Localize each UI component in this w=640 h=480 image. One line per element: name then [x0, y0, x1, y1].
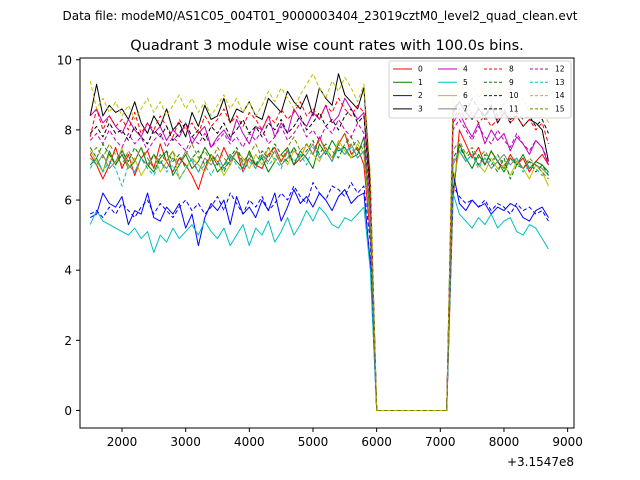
y-tick-label: 2: [64, 334, 72, 348]
x-tick-label: 9000: [552, 435, 583, 449]
series-line-7: [89, 143, 549, 411]
series-line-5: [89, 192, 549, 411]
legend-label-7: 7: [463, 104, 468, 113]
y-tick-label: 6: [64, 194, 72, 208]
x-tick-label: 4000: [234, 435, 265, 449]
x-tick-label: 5000: [298, 435, 329, 449]
legend-label-15: 15: [555, 104, 565, 113]
series-line-15: [89, 132, 549, 411]
legend-label-4: 4: [463, 65, 468, 74]
legend-label-11: 11: [509, 104, 519, 113]
y-axis: 0 2 4 6 8 10: [57, 53, 80, 418]
x-tick-label: 7000: [425, 435, 456, 449]
series-line-3: [89, 73, 549, 411]
x-tick-label: 3000: [170, 435, 201, 449]
chart-title: Quadrant 3 module wise count rates with …: [130, 38, 524, 54]
legend-label-12: 12: [555, 65, 565, 74]
x-axis: 2000 3000 4000 5000 6000 7000 8000 9000: [107, 428, 583, 449]
legend-label-6: 6: [463, 91, 468, 100]
legend-label-9: 9: [509, 78, 514, 87]
legend-label-13: 13: [555, 78, 565, 87]
legend-label-14: 14: [555, 91, 565, 100]
series-line-4: [89, 97, 549, 411]
y-tick-label: 10: [57, 53, 72, 67]
figure-suptitle: Data file: modeM0/AS1C05_004T01_90000034…: [62, 9, 577, 23]
series-line-10: [89, 182, 549, 411]
series-line-9: [89, 136, 549, 411]
legend-label-5: 5: [463, 78, 468, 87]
series-line-13: [89, 143, 549, 411]
x-offset-label: +3.1547e8: [507, 455, 574, 469]
series-line-1: [89, 136, 549, 411]
legend-label-1: 1: [418, 78, 423, 87]
legend-label-2: 2: [418, 91, 423, 100]
x-tick-label: 2000: [107, 435, 138, 449]
legend-label-8: 8: [509, 65, 514, 74]
y-tick-label: 8: [64, 123, 72, 137]
series-line-0: [89, 129, 549, 411]
legend-label-0: 0: [418, 65, 423, 74]
legend-label-3: 3: [418, 104, 423, 113]
legend-frame: [388, 60, 572, 119]
x-tick-label: 8000: [489, 435, 520, 449]
legend-label-10: 10: [509, 91, 519, 100]
y-tick-label: 0: [64, 404, 72, 418]
x-tick-label: 6000: [361, 435, 392, 449]
series-line-6: [89, 139, 549, 411]
axes-frame: [79, 57, 575, 429]
y-tick-label: 4: [64, 264, 72, 278]
series-lines: [89, 73, 549, 411]
